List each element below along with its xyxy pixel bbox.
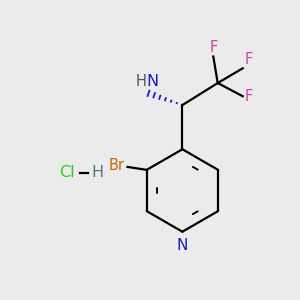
Text: F: F: [244, 89, 253, 104]
Text: H: H: [92, 165, 104, 180]
Text: Cl: Cl: [59, 165, 74, 180]
Text: F: F: [209, 40, 218, 55]
Text: N: N: [177, 238, 188, 253]
Text: Br: Br: [109, 158, 124, 173]
Text: H: H: [135, 74, 146, 89]
Text: F: F: [244, 52, 253, 67]
Text: N: N: [146, 74, 158, 89]
